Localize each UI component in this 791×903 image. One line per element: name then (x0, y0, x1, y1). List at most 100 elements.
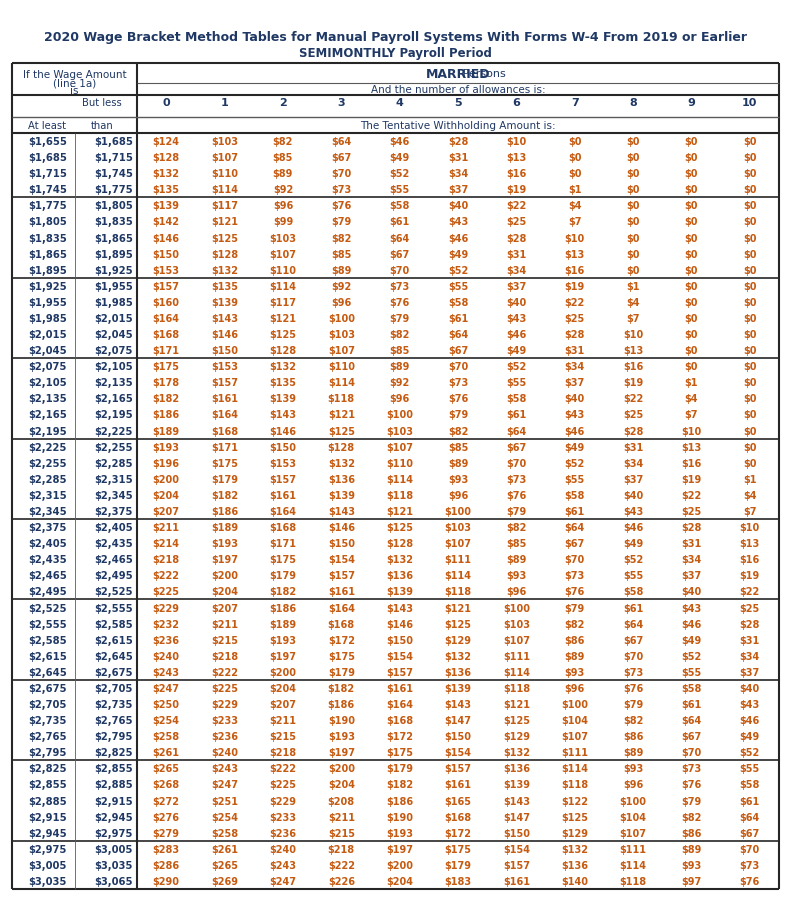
Text: $64: $64 (565, 523, 585, 533)
Text: $125: $125 (503, 715, 530, 725)
Text: $215: $215 (211, 635, 238, 645)
Text: $118: $118 (503, 684, 530, 694)
Text: $193: $193 (386, 828, 413, 838)
Text: $107: $107 (445, 538, 471, 548)
Text: $147: $147 (503, 812, 530, 822)
Text: $1,805: $1,805 (28, 218, 67, 228)
Text: $58: $58 (565, 490, 585, 500)
Text: $61: $61 (681, 699, 702, 709)
Text: $204: $204 (211, 587, 238, 597)
Text: $193: $193 (211, 538, 238, 548)
Text: $121: $121 (445, 603, 471, 613)
Text: $49: $49 (740, 731, 760, 741)
Text: $97: $97 (681, 876, 702, 886)
Text: $1,925: $1,925 (94, 265, 133, 275)
Text: $70: $70 (740, 843, 760, 854)
Text: $171: $171 (153, 346, 180, 356)
Text: $2,585: $2,585 (94, 619, 133, 628)
Text: $82: $82 (273, 137, 293, 147)
Text: $43: $43 (448, 218, 468, 228)
Text: $251: $251 (211, 796, 238, 805)
Text: $110: $110 (270, 265, 297, 275)
Text: $1,865: $1,865 (94, 233, 133, 243)
Text: $70: $70 (565, 554, 585, 564)
Text: $243: $243 (153, 667, 180, 677)
Text: $114: $114 (386, 474, 413, 484)
Text: $179: $179 (211, 474, 238, 484)
Text: $204: $204 (270, 684, 297, 694)
Text: $89: $89 (623, 748, 643, 758)
Text: $79: $79 (565, 603, 585, 613)
Text: $1,955: $1,955 (28, 298, 67, 308)
Text: $70: $70 (448, 362, 468, 372)
Text: $107: $107 (386, 442, 413, 452)
Text: $172: $172 (445, 828, 471, 838)
Text: $164: $164 (386, 699, 413, 709)
Text: $135: $135 (153, 185, 180, 195)
Text: $125: $125 (211, 233, 238, 243)
Text: $164: $164 (327, 603, 355, 613)
Text: $3,005: $3,005 (28, 860, 67, 870)
Text: $64: $64 (681, 715, 702, 725)
Text: $154: $154 (503, 843, 530, 854)
Text: $0: $0 (685, 233, 698, 243)
Text: $2,645: $2,645 (28, 667, 67, 677)
Text: $16: $16 (565, 265, 585, 275)
Text: $0: $0 (743, 185, 756, 195)
Text: $157: $157 (270, 474, 297, 484)
Text: $215: $215 (327, 828, 355, 838)
Text: $0: $0 (626, 169, 640, 179)
Text: $0: $0 (685, 346, 698, 356)
Text: $128: $128 (327, 442, 355, 452)
Text: $229: $229 (153, 603, 180, 613)
Text: And the number of allowances is:: And the number of allowances is: (371, 85, 545, 95)
Text: $197: $197 (386, 843, 413, 854)
Text: $186: $186 (386, 796, 413, 805)
Text: $128: $128 (211, 249, 238, 259)
Text: $103: $103 (386, 426, 413, 436)
Text: $3,005: $3,005 (95, 843, 133, 854)
Text: $172: $172 (327, 635, 355, 645)
Text: $1,775: $1,775 (94, 185, 133, 195)
Text: $265: $265 (153, 764, 180, 774)
Text: $61: $61 (389, 218, 410, 228)
Text: $52: $52 (681, 651, 702, 661)
Text: $61: $61 (565, 507, 585, 517)
Text: $0: $0 (743, 249, 756, 259)
Text: $258: $258 (153, 731, 180, 741)
Text: $118: $118 (386, 490, 413, 500)
Text: $0: $0 (743, 410, 756, 420)
Text: $110: $110 (327, 362, 355, 372)
Text: $1,685: $1,685 (28, 153, 67, 163)
Text: $143: $143 (445, 699, 471, 709)
Text: $168: $168 (153, 330, 180, 340)
Text: $150: $150 (327, 538, 355, 548)
Text: $250: $250 (153, 699, 180, 709)
Text: $40: $40 (623, 490, 643, 500)
Text: $132: $132 (153, 169, 180, 179)
Text: $76: $76 (681, 779, 702, 789)
Text: If the Wage Amount: If the Wage Amount (23, 70, 127, 79)
Text: $236: $236 (153, 635, 180, 645)
Text: $79: $79 (623, 699, 643, 709)
Text: $2,495: $2,495 (28, 587, 67, 597)
Text: $2,945: $2,945 (28, 828, 67, 838)
Text: 0: 0 (162, 98, 170, 107)
Text: $233: $233 (270, 812, 297, 822)
Text: $46: $46 (681, 619, 702, 628)
Text: $37: $37 (506, 282, 527, 292)
Text: $146: $146 (153, 233, 180, 243)
Text: $40: $40 (565, 394, 585, 404)
Text: $168: $168 (386, 715, 413, 725)
Text: $104: $104 (562, 715, 589, 725)
Text: $85: $85 (389, 346, 410, 356)
Text: $34: $34 (623, 458, 643, 469)
Text: $104: $104 (619, 812, 646, 822)
Text: $200: $200 (327, 764, 355, 774)
Text: $0: $0 (743, 426, 756, 436)
Text: $4: $4 (743, 490, 756, 500)
Text: $1,985: $1,985 (28, 313, 67, 323)
Text: $70: $70 (389, 265, 410, 275)
Text: $55: $55 (448, 282, 468, 292)
Text: $76: $76 (740, 876, 760, 886)
